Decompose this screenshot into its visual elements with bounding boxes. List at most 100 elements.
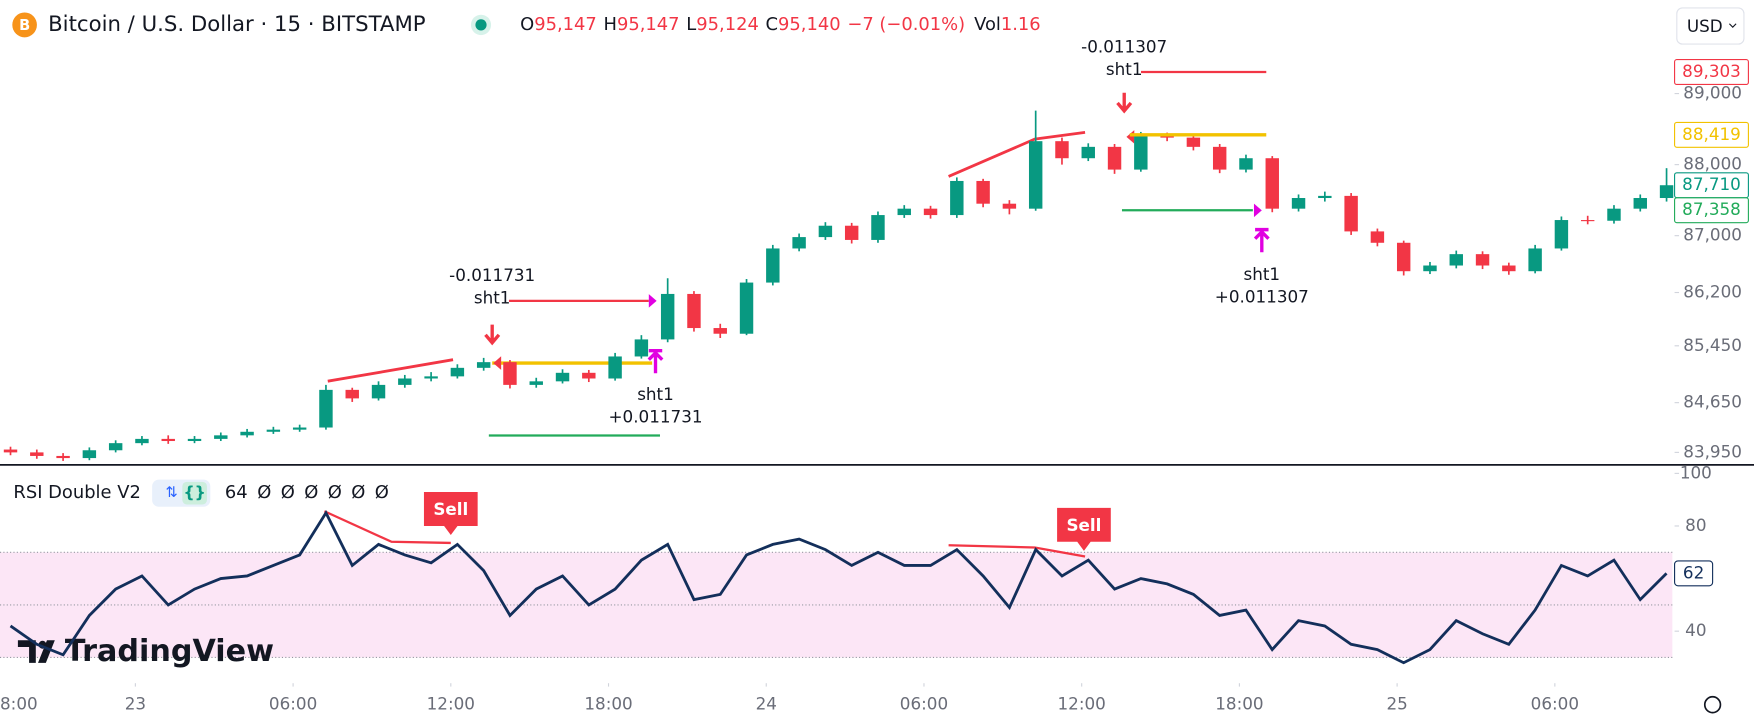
symbol: Bitcoin / U.S. Dollar · 15 · BITSTAMP <box>48 12 426 37</box>
candle-body <box>108 443 123 451</box>
candle-body <box>450 367 465 377</box>
x-tick-label: 12:00 <box>427 694 475 714</box>
candle-body <box>161 438 175 442</box>
candle-body <box>1396 242 1411 272</box>
last-value-box <box>1674 560 1714 587</box>
candle-body <box>135 438 149 444</box>
o-label: O <box>520 14 534 35</box>
coin-glyph: B <box>19 17 30 34</box>
currency[interactable]: USD <box>1687 16 1723 36</box>
candle-body <box>555 372 570 382</box>
indicator-value: Ø <box>351 482 365 503</box>
candle-body <box>3 449 18 453</box>
candle-body <box>1107 146 1122 170</box>
candle-body <box>187 438 202 442</box>
candle-body <box>687 293 701 329</box>
x-tick-label: 24 <box>756 694 777 714</box>
candle-body <box>1186 137 1201 147</box>
candle-body <box>1633 198 1647 209</box>
rsi-divergence-line <box>948 544 1086 558</box>
candle-body <box>1449 254 1463 266</box>
indicator-title: RSI Double V2 <box>13 482 140 503</box>
candle-body <box>1081 146 1095 159</box>
candle-body <box>1160 135 1174 138</box>
candle-body <box>950 180 964 216</box>
candle-body <box>266 429 281 432</box>
indicator-value: Ø <box>281 482 295 503</box>
candle-body <box>1528 248 1542 272</box>
candle-body <box>818 225 833 238</box>
candle-body <box>1028 141 1043 209</box>
candle-body <box>1580 220 1595 222</box>
candle-body <box>1265 158 1279 209</box>
indicator-value: Ø <box>304 482 318 503</box>
y-tick-label: 84,650 <box>1683 392 1742 412</box>
x-tick-label: 18:00 <box>1215 694 1263 714</box>
candle-body <box>844 225 859 240</box>
l-value: 95,124 <box>696 14 759 35</box>
rsi-line <box>9 509 1668 665</box>
trade-label: +0.011307 <box>1215 286 1309 306</box>
rsi-divergence-line <box>323 510 451 545</box>
x-tick-label: 06:00 <box>900 694 948 714</box>
level-label: 89,303 <box>1682 61 1741 81</box>
y-tick-label: 85,450 <box>1683 335 1742 355</box>
candle-body <box>1002 203 1017 209</box>
level-label: 88,419 <box>1682 124 1741 144</box>
x-tick-label: 06:00 <box>269 694 317 714</box>
candle-body <box>713 328 727 334</box>
candle-body <box>345 389 359 399</box>
candle-body <box>398 378 412 385</box>
y-tick-label: 88,000 <box>1683 154 1742 174</box>
candle-body <box>1502 265 1516 272</box>
change: −7 (−0.01%) <box>847 14 965 35</box>
candle-body <box>82 450 97 459</box>
candle-body <box>1554 220 1569 249</box>
rsi-band-group <box>0 551 1673 659</box>
x-tick-label: 12:00 <box>1058 694 1106 714</box>
candle-body <box>1423 265 1437 272</box>
trade-label: +0.011731 <box>608 406 702 426</box>
candle-body <box>582 372 596 379</box>
y-tick-label: 40 <box>1685 620 1706 640</box>
h-value: 95,147 <box>617 14 680 35</box>
level-box <box>1674 59 1749 86</box>
candle-body <box>897 208 911 216</box>
c-label: C <box>766 14 778 35</box>
logo-text: TradingView <box>65 634 274 669</box>
candle-body <box>976 180 990 204</box>
trade-label: -0.011731 <box>449 265 535 285</box>
h-label: H <box>604 14 617 35</box>
x-tick-label: 8:00 <box>0 694 38 714</box>
vol-value: 1.16 <box>1001 14 1041 35</box>
currency-button[interactable] <box>1676 7 1745 45</box>
trade-label: sht1 <box>474 288 511 308</box>
y-tick-label: 83,950 <box>1683 441 1742 461</box>
sell-label: Sell <box>433 499 468 519</box>
status-dot-inner <box>475 19 487 31</box>
candle-body <box>1134 135 1148 170</box>
x-tick-label: 06:00 <box>1531 694 1579 714</box>
settings-icon[interactable] <box>1703 695 1722 714</box>
candle-body <box>56 455 70 459</box>
indicator-value: Ø <box>375 482 389 503</box>
candle-body <box>923 208 938 216</box>
candle-body <box>1318 195 1332 199</box>
candle-body <box>319 389 333 428</box>
last-value: 62 <box>1683 562 1704 582</box>
sell-badge <box>1057 507 1111 551</box>
x-tick-label: 18:00 <box>584 694 632 714</box>
y-tick-label: 87,000 <box>1683 225 1742 245</box>
sell-arrow <box>484 324 501 346</box>
indicator-icon: ⇅ <box>166 484 178 501</box>
sell-label: Sell <box>1066 515 1101 535</box>
candle-body <box>529 381 543 385</box>
y-tick-label: 80 <box>1685 515 1706 535</box>
candle-body <box>214 435 228 439</box>
candle-body <box>424 376 438 379</box>
candle-body <box>240 431 254 436</box>
trade-label: sht1 <box>1106 59 1143 79</box>
candle-body <box>792 237 806 249</box>
candle-body <box>871 215 885 240</box>
